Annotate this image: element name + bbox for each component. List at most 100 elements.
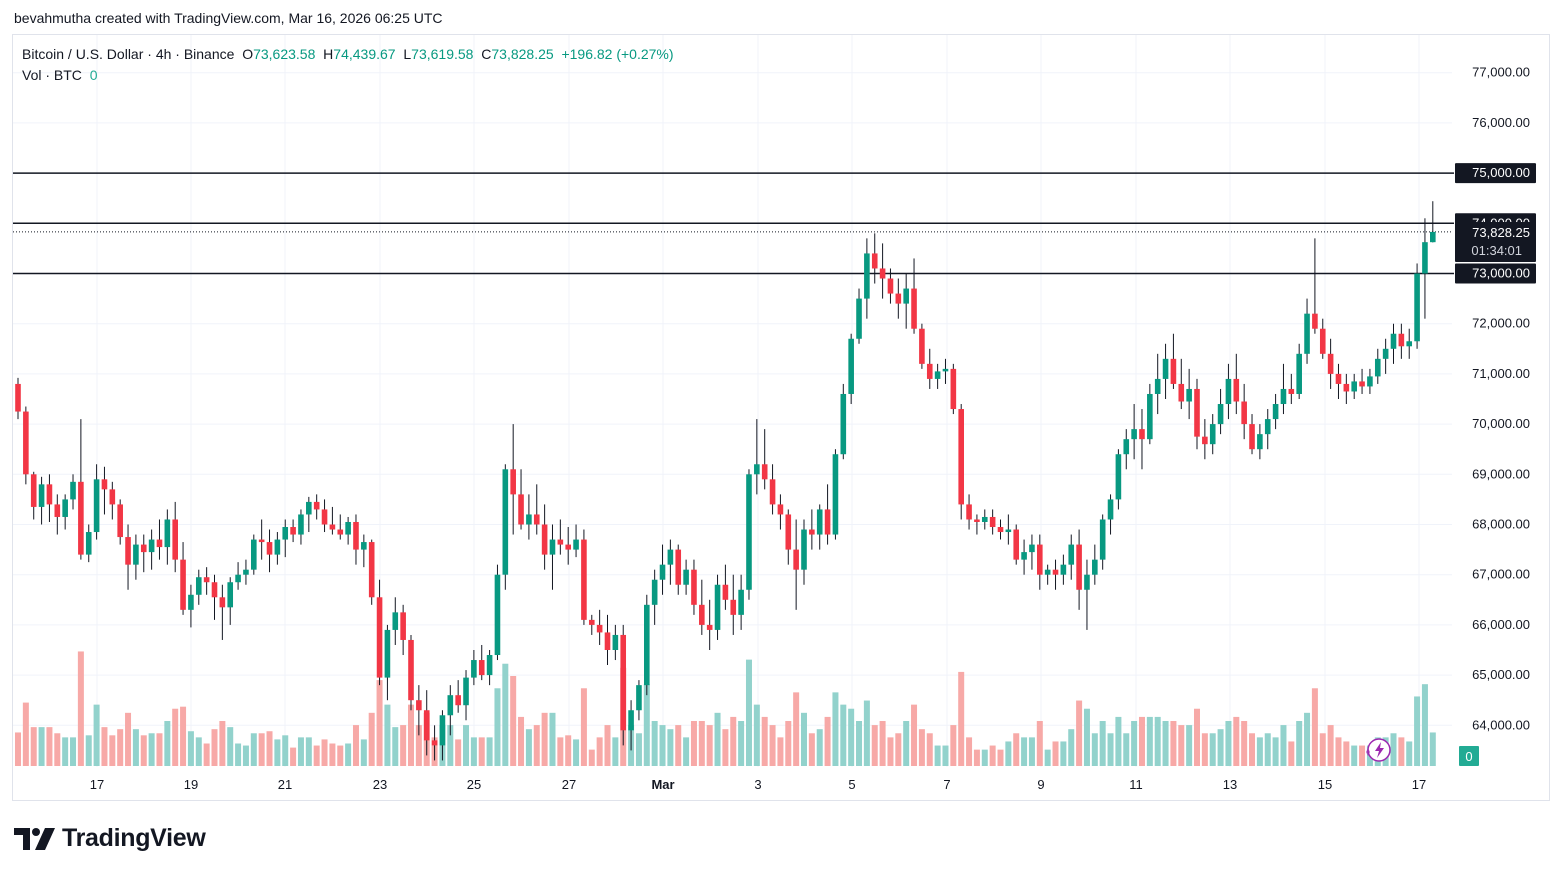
volume-bar	[360, 739, 367, 766]
lightning-icon[interactable]	[1366, 738, 1391, 762]
candle-body	[423, 710, 430, 741]
volume-bar	[1091, 733, 1098, 766]
candle-body	[793, 549, 799, 570]
volume-bar	[934, 745, 941, 766]
volume-bar	[973, 749, 980, 766]
time-tick-label: 23	[373, 777, 387, 792]
volume-bar	[242, 745, 249, 766]
volume-bar	[1005, 741, 1012, 766]
volume-bar	[329, 743, 336, 766]
price-tick-label: 70,000.00	[1472, 416, 1530, 431]
tradingview-logo-icon	[14, 827, 55, 850]
candle-body	[431, 740, 438, 746]
candle-body	[1162, 358, 1169, 379]
candle-body	[85, 532, 92, 555]
candle-body	[180, 559, 186, 610]
level-badge-73000: 73,000.00	[1455, 263, 1536, 284]
price-tick-label: 69,000.00	[1472, 466, 1530, 481]
volume-bar	[557, 737, 564, 766]
candle-body	[1351, 381, 1357, 392]
candle-body	[172, 519, 178, 560]
volume-bar	[140, 735, 147, 766]
volume-bar	[282, 735, 289, 766]
volume-bar	[738, 721, 745, 766]
candle-body	[816, 509, 823, 535]
volume-bar	[1233, 716, 1240, 766]
candle-body	[761, 464, 768, 480]
candle-body	[1154, 378, 1161, 394]
candle-body	[313, 501, 320, 510]
candle-body	[321, 509, 328, 525]
time-tick-label: 15	[1318, 777, 1332, 792]
volume-bar	[1068, 729, 1075, 766]
candle-body	[1131, 429, 1137, 440]
volume-bar	[816, 729, 823, 766]
candle-body	[809, 529, 815, 535]
volume-bar	[376, 680, 383, 766]
volume-bar	[46, 727, 53, 766]
candle-body	[1178, 383, 1185, 402]
volume-bar	[447, 725, 454, 766]
countdown-text: 01:34:01	[1471, 243, 1522, 258]
volume-bar	[1327, 725, 1334, 766]
volume-bar	[832, 692, 839, 766]
volume-bar	[1304, 712, 1311, 766]
volume-bar	[1154, 716, 1161, 766]
volume-bar	[1013, 733, 1020, 766]
candle-body	[1202, 436, 1208, 445]
volume-bar	[109, 735, 116, 766]
volume-bar	[38, 727, 45, 766]
volume-bar	[156, 733, 163, 766]
volume-bar	[1421, 684, 1428, 766]
volume-bar	[494, 688, 501, 766]
volume-bar	[1162, 721, 1169, 766]
volume-bar	[1170, 721, 1177, 766]
candle-body	[337, 529, 344, 535]
volume-bar	[258, 733, 265, 766]
volume-bar	[384, 704, 391, 766]
volume-bar	[903, 721, 910, 766]
candle-body	[78, 481, 84, 555]
candle-body	[722, 584, 729, 600]
legend-vol-label[interactable]: Vol · BTC	[22, 67, 82, 83]
volume-bar	[101, 727, 108, 766]
volume-bar	[235, 743, 242, 766]
candle-body	[1147, 393, 1153, 440]
volume-bar	[926, 733, 933, 766]
time-tick-label: 5	[848, 777, 855, 792]
volume-bar	[533, 725, 540, 766]
legend-symbol[interactable]: Bitcoin / U.S. Dollar · 4h · Binance	[22, 46, 235, 62]
volume-bar	[635, 733, 642, 766]
volume-bar	[675, 725, 682, 766]
time-axis: 17 19 21 23 25 27 Mar 3 5 7 9 11 13 15 17	[90, 777, 1426, 792]
volume-bar	[117, 729, 124, 766]
candle-body	[109, 489, 116, 505]
volume-badge: 0	[1459, 746, 1479, 766]
volume-bar	[722, 729, 729, 766]
volume-bar	[1429, 732, 1436, 766]
volume-bar	[1280, 725, 1287, 766]
volume-bar	[1028, 737, 1035, 766]
candle-body	[471, 660, 477, 678]
candle-body	[353, 521, 359, 550]
candle-body	[840, 393, 847, 455]
volume-bar	[266, 731, 273, 766]
candle-body	[903, 288, 909, 304]
candle-body	[714, 584, 721, 630]
candle-body	[565, 544, 571, 550]
candle-body	[54, 504, 61, 517]
candle-body	[1068, 544, 1075, 565]
tradingview-logo[interactable]: TradingView	[14, 824, 206, 853]
legend-o-label: O	[242, 46, 254, 62]
volume-bar	[1256, 737, 1263, 766]
volume-bar	[1249, 733, 1256, 766]
volume-bar	[604, 725, 611, 766]
volume-bar	[1138, 716, 1145, 766]
volume-bar	[455, 739, 462, 766]
candle-body	[966, 504, 972, 520]
volume-bar	[911, 704, 918, 766]
level-badge-75000-bg	[1455, 163, 1536, 184]
candle-body	[526, 514, 532, 525]
volume-bar	[966, 737, 973, 766]
